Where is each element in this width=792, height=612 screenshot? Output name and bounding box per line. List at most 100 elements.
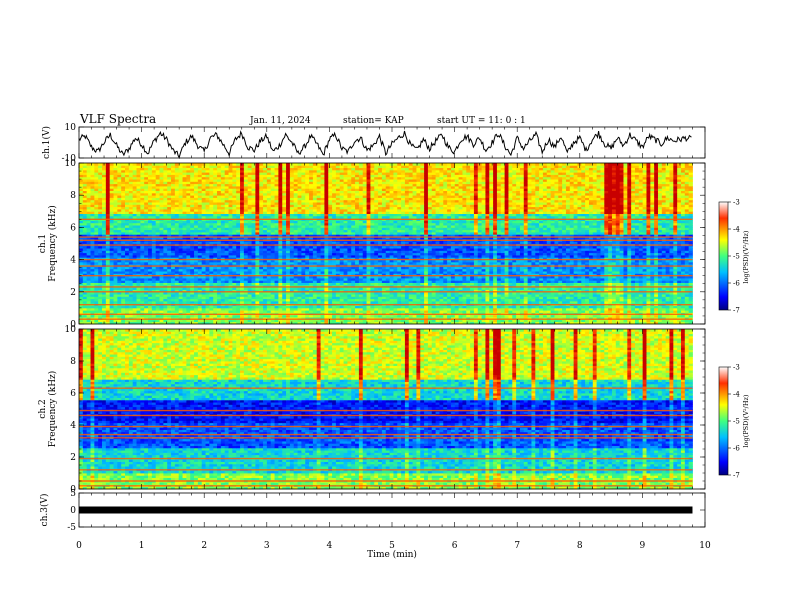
spec1-cell xyxy=(627,296,631,299)
spec1-cell xyxy=(623,269,627,272)
spec1-cell xyxy=(152,269,156,272)
spec1-cell xyxy=(305,280,309,283)
spec1-cell xyxy=(206,310,210,313)
spec1-cell xyxy=(401,315,405,318)
spec1-cell xyxy=(232,253,236,256)
spec1-cell xyxy=(83,267,87,270)
spec1-cell xyxy=(213,299,217,302)
spec1-cell xyxy=(478,269,482,272)
spec1-cell xyxy=(581,267,585,270)
spec1-cell xyxy=(516,269,520,272)
spec1-cell xyxy=(646,267,650,270)
spec1-cell xyxy=(551,301,555,304)
spec1-cell xyxy=(650,283,654,286)
spec1-cell xyxy=(416,301,420,304)
spec1-cell xyxy=(566,301,570,304)
spec1-cell xyxy=(416,280,420,283)
spec1-cell xyxy=(144,308,148,311)
spec1-cell xyxy=(225,299,229,302)
spec1-cell xyxy=(539,310,543,313)
spec1-cell xyxy=(198,269,202,272)
spec1-cell xyxy=(462,306,466,309)
spec1-cell xyxy=(577,280,581,283)
spec1-cell xyxy=(217,299,221,302)
spec1-cell xyxy=(209,253,213,256)
spec1-cell xyxy=(359,253,363,256)
spec1-cell xyxy=(409,271,413,274)
spec1-cell xyxy=(662,301,666,304)
spec1-cell xyxy=(374,271,378,274)
spec1-cell xyxy=(110,278,114,281)
spec1-cell xyxy=(125,299,129,302)
spec1-cell xyxy=(478,283,482,286)
spec1-cell xyxy=(206,306,210,309)
spec1-cell xyxy=(363,315,367,318)
spec1-cell xyxy=(650,280,654,283)
spec1-cell xyxy=(570,310,574,313)
spec1-cell xyxy=(405,301,409,304)
spec1-cell xyxy=(370,283,374,286)
spec1-cell xyxy=(225,315,229,318)
spec1-cell xyxy=(321,271,325,274)
spec1-cell xyxy=(301,299,305,302)
spec1-cell xyxy=(367,301,371,304)
spec1-cell xyxy=(370,310,374,313)
spec1-cell xyxy=(459,301,463,304)
spec1-cell xyxy=(98,262,102,265)
spec1-cell xyxy=(255,299,259,302)
spec1-cell xyxy=(401,267,405,270)
spec1-cell xyxy=(221,306,225,309)
spec1-cell xyxy=(232,294,236,297)
spec1-cell xyxy=(309,255,313,258)
spec1-cell xyxy=(570,278,574,281)
spec1-cell xyxy=(259,294,263,297)
spec1-cell xyxy=(160,283,164,286)
spec1-cell xyxy=(324,267,328,270)
spec1-cell xyxy=(673,310,677,313)
spec1-cell xyxy=(129,299,133,302)
spec1-cell xyxy=(275,271,279,274)
spec1-cell xyxy=(344,271,348,274)
spec1-cell xyxy=(340,262,344,265)
spec1-cell xyxy=(654,306,658,309)
spec1-cell xyxy=(577,306,581,309)
spec1-cell xyxy=(485,278,489,281)
spec1-cell xyxy=(654,278,658,281)
spec1-cell xyxy=(248,299,252,302)
spec1-cell xyxy=(294,299,298,302)
spec1-cell xyxy=(340,296,344,299)
spec1-cell xyxy=(317,310,321,313)
spec1-cell xyxy=(225,310,229,313)
spec1-cell xyxy=(600,278,604,281)
spec1-cell xyxy=(677,280,681,283)
spec1-cell xyxy=(275,294,279,297)
spec1-cell xyxy=(221,310,225,313)
spec1-cell xyxy=(501,299,505,302)
spec1-cell xyxy=(439,306,443,309)
spec1-cell xyxy=(298,253,302,256)
spec1-cell xyxy=(620,267,624,270)
spec1-cell xyxy=(562,255,566,258)
spec1-cell xyxy=(194,310,198,313)
spec1-cell xyxy=(110,267,114,270)
spec1-cell xyxy=(386,271,390,274)
spec1-cell xyxy=(654,310,658,313)
spec1-cell xyxy=(409,267,413,270)
spec1-cell xyxy=(117,301,121,304)
spec1-cell xyxy=(336,296,340,299)
spec1-cell xyxy=(117,253,121,256)
spec1-cell xyxy=(436,308,440,311)
spec1-cell xyxy=(470,255,474,258)
spec1-cell xyxy=(608,310,612,313)
spec1-cell xyxy=(547,283,551,286)
spec1-cell xyxy=(390,283,394,286)
spec1-cell xyxy=(566,296,570,299)
spec1-cell xyxy=(129,315,133,318)
spec1-cell xyxy=(689,308,693,311)
spec1-cell xyxy=(470,294,474,297)
spec1-cell xyxy=(102,253,106,256)
spec1-cell xyxy=(459,310,463,313)
spec1-cell xyxy=(275,306,279,309)
spec1-cell xyxy=(654,294,658,297)
spec1-cell xyxy=(206,269,210,272)
